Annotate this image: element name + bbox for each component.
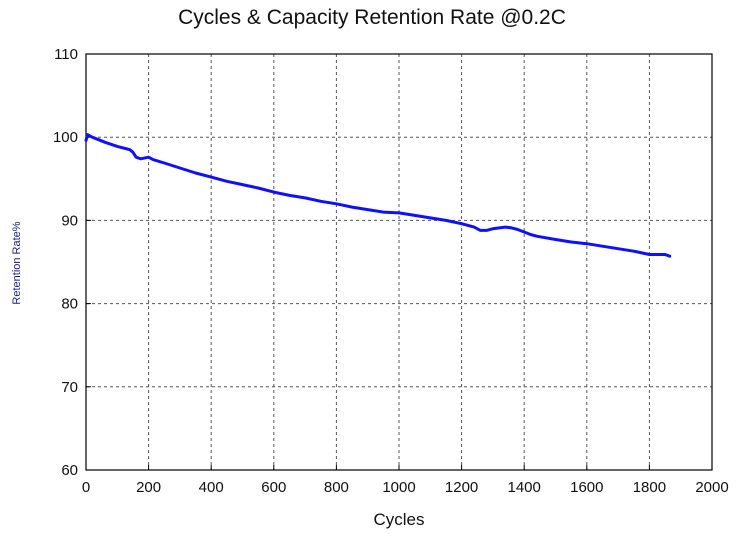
x-tick-label: 2000 bbox=[695, 479, 728, 496]
y-axis-label: Retention Rate% bbox=[11, 221, 23, 305]
x-tick-label: 600 bbox=[261, 479, 286, 496]
x-axis-label: Cycles bbox=[373, 510, 425, 529]
x-tick-label: 1400 bbox=[508, 479, 541, 496]
x-tick-label: 1200 bbox=[445, 479, 478, 496]
x-tick-label: 800 bbox=[324, 479, 349, 496]
x-tick-label: 1600 bbox=[570, 479, 603, 496]
y-tick-label: 80 bbox=[61, 296, 78, 313]
y-tick-label: 70 bbox=[61, 379, 78, 396]
y-tick-label: 100 bbox=[53, 129, 78, 146]
x-tick-label: 1000 bbox=[382, 479, 415, 496]
x-tick-label: 1800 bbox=[633, 479, 666, 496]
chart-title: Cycles & Capacity Retention Rate @0.2C bbox=[178, 6, 566, 29]
y-tick-label: 110 bbox=[54, 46, 78, 63]
y-tick-label: 90 bbox=[61, 212, 78, 229]
x-tick-label: 200 bbox=[136, 479, 161, 496]
x-tick-label: 0 bbox=[82, 479, 90, 496]
series-line bbox=[84, 133, 672, 258]
y-tick-label: 60 bbox=[61, 462, 78, 479]
x-tick-label: 400 bbox=[199, 479, 224, 496]
